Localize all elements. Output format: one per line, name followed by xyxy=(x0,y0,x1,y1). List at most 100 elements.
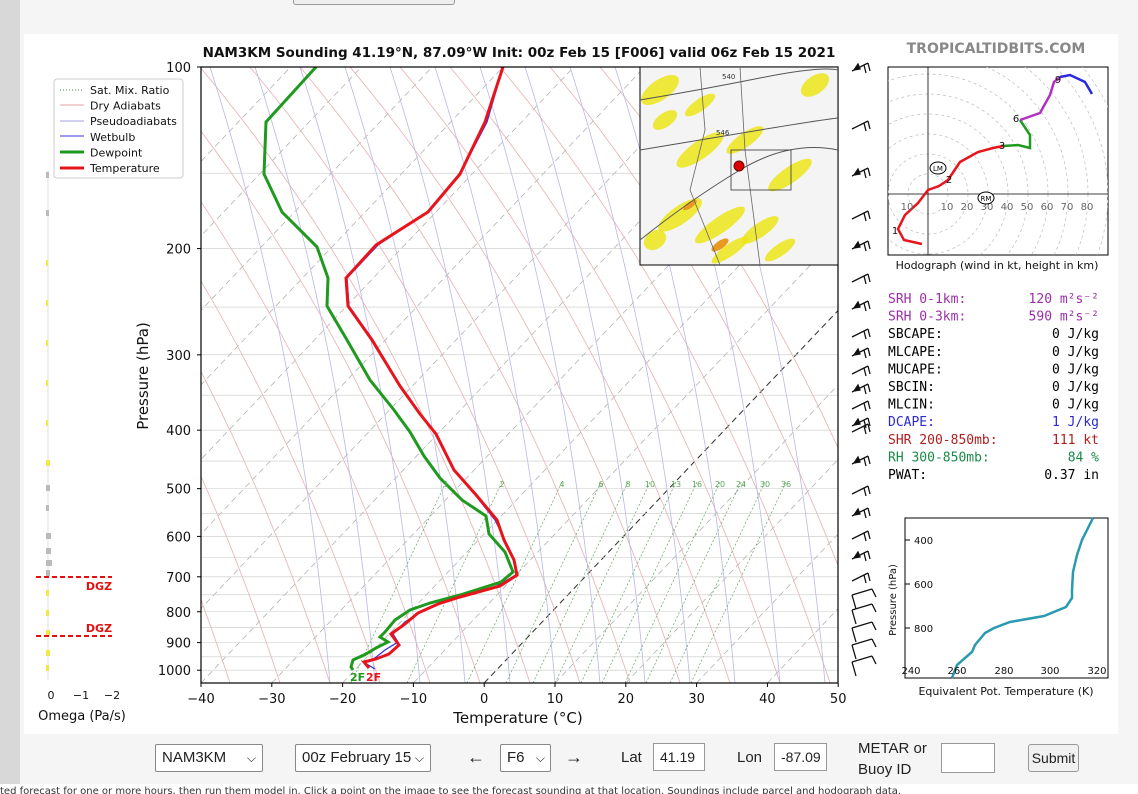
pressure-tick-labels: 100 200 300 400 500 600 700 800 900 1000 xyxy=(158,61,201,679)
mixing-ratio-label: 6 xyxy=(598,480,603,489)
lat-input[interactable]: 41.19 xyxy=(653,743,705,771)
temperature-tick-label: −30 xyxy=(258,692,285,707)
forecast-hour-select[interactable]: F6 ⌵ xyxy=(500,744,551,772)
wind-barb xyxy=(851,588,877,610)
wind-barb xyxy=(851,240,871,252)
pressure-tick-label: 100 xyxy=(166,61,191,76)
pressure-gridlines xyxy=(201,67,838,683)
wind-barb xyxy=(851,638,877,660)
lat-label: Lat xyxy=(621,749,642,766)
wind-barb xyxy=(851,572,871,584)
hodo-ring-label: 10 xyxy=(941,202,954,213)
index-value: 0 J/kg xyxy=(1052,380,1099,395)
temperature-tick-label: 0 xyxy=(480,692,488,707)
mixing-ratio-label: 10 xyxy=(645,480,655,489)
theta-x-tick: 260 xyxy=(947,666,966,677)
wind-barb xyxy=(851,62,871,74)
submit-button[interactable]: Submit xyxy=(1028,744,1079,772)
init-select[interactable]: 00z February 15 ⌵ xyxy=(295,744,431,772)
dgz-label-top: DGZ xyxy=(86,580,112,593)
index-value: 0.37 in xyxy=(1044,468,1099,483)
mixing-ratio-label: 20 xyxy=(715,480,725,489)
index-value: 84 % xyxy=(1068,450,1099,465)
mixing-ratio-label: 13 xyxy=(671,480,681,489)
background-map-strip xyxy=(0,0,20,794)
temperature-tick-label: 40 xyxy=(759,692,776,707)
x-axis-label: Temperature (°C) xyxy=(452,709,582,727)
wind-barb xyxy=(851,621,877,643)
temperature-tick-label: −40 xyxy=(187,692,214,707)
metar-label: METAR or Buoy ID xyxy=(858,738,927,780)
wind-barb xyxy=(851,120,871,132)
pressure-tick-label: 500 xyxy=(166,483,191,498)
wind-barb xyxy=(851,485,871,497)
hodo-ring-label: 70 xyxy=(1061,202,1074,213)
hodo-ring-label: 50 xyxy=(1021,202,1034,213)
metar-label-line2: Buoy ID xyxy=(858,761,912,778)
legend-entry: Wetbulb xyxy=(90,131,135,144)
mixing-ratio-label: 2 xyxy=(499,480,504,489)
dewpoint-line xyxy=(262,67,515,671)
mixing-ratio-label: 1 xyxy=(443,480,448,489)
init-select-value: 00z February 15 xyxy=(302,749,412,766)
top-button[interactable] xyxy=(293,0,455,5)
wind-barb xyxy=(851,417,871,429)
temperature-tick-labels: −40 −30 −20 −10 0 10 20 30 40 50 xyxy=(187,683,846,707)
theta-y-tick: 400 xyxy=(914,536,933,547)
pressure-tick-label: 800 xyxy=(166,606,191,621)
hodo-height-label: 2 xyxy=(946,175,952,186)
chevron-down-icon: ⌵ xyxy=(414,751,424,765)
pressure-tick-label: 900 xyxy=(166,637,191,652)
hodograph: 10 10 20 30 40 50 60 70 80 1 2 3 6 9 LM RM Hodograph… xyxy=(887,66,1109,272)
pressure-tick-label: 700 xyxy=(166,571,191,586)
temperature-tick-label: −20 xyxy=(329,692,356,707)
temperature-tick-label: 50 xyxy=(830,692,847,707)
wind-barb xyxy=(851,507,871,519)
hodo-height-label: 3 xyxy=(999,141,1005,152)
map-contour-540: 540 xyxy=(722,73,735,81)
index-label: DCAPE: xyxy=(888,415,935,430)
map-contour-546: 546 xyxy=(716,129,730,137)
hodo-height-label: 1 xyxy=(892,226,898,237)
index-value: 0 J/kg xyxy=(1052,398,1099,413)
hodo-caption: Hodograph (wind in kt, height in km) xyxy=(896,259,1099,272)
prev-forecast-button[interactable]: ← xyxy=(459,744,493,772)
wind-barb xyxy=(851,550,871,562)
index-label: SBCIN: xyxy=(888,380,935,395)
next-forecast-button[interactable]: → xyxy=(557,744,591,772)
lon-input[interactable]: -87.09 xyxy=(774,743,827,771)
chevron-down-icon: ⌵ xyxy=(246,751,256,765)
index-label: SRH 0-1km: xyxy=(888,292,966,307)
wind-barb xyxy=(851,383,871,395)
temperature-tick-label: 10 xyxy=(547,692,564,707)
omega-tick-0: 0 xyxy=(48,689,55,702)
hodo-marker-rm: RM xyxy=(981,195,992,203)
hodo-ring-label: 20 xyxy=(961,202,974,213)
hodo-height-label: 9 xyxy=(1055,75,1061,86)
model-select[interactable]: NAM3KM ⌵ xyxy=(155,744,263,772)
wind-barb xyxy=(851,347,871,359)
wind-barb xyxy=(851,328,871,340)
arrow-left-icon: ← xyxy=(467,747,485,767)
index-label: SBCAPE: xyxy=(888,327,943,342)
index-value: 0 J/kg xyxy=(1052,362,1099,377)
theta-xlabel: Equivalent Pot. Temperature (K) xyxy=(918,685,1093,698)
legend-entry: Dry Adiabats xyxy=(90,100,161,113)
legend-entry: Pseudoadiabats xyxy=(90,115,177,128)
wind-barb xyxy=(851,365,871,377)
sounding-image[interactable]: NAM3KM Sounding 41.19°N, 87.09°W Init: 0… xyxy=(24,34,1118,734)
pressure-tick-label: 1000 xyxy=(158,664,191,679)
theta-x-tick: 320 xyxy=(1087,666,1106,677)
arrow-right-icon: → xyxy=(565,747,583,767)
theta-x-tick: 300 xyxy=(1040,666,1059,677)
index-label: SRH 0-3km: xyxy=(888,310,966,325)
metar-label-line1: METAR or xyxy=(858,740,927,757)
metar-input[interactable] xyxy=(941,743,995,773)
wind-barb xyxy=(851,273,871,285)
omega-tick-2: −2 xyxy=(104,689,120,702)
index-label: PWAT: xyxy=(888,468,927,483)
mixing-ratio-label: 8 xyxy=(625,480,630,489)
omega-panel: DGZ DGZ 0 −1 −2 Omega (Pa/s) xyxy=(36,170,126,724)
surface-dewpoint-label: 2F xyxy=(350,671,365,684)
hodo-ring-label: 40 xyxy=(1001,202,1014,213)
